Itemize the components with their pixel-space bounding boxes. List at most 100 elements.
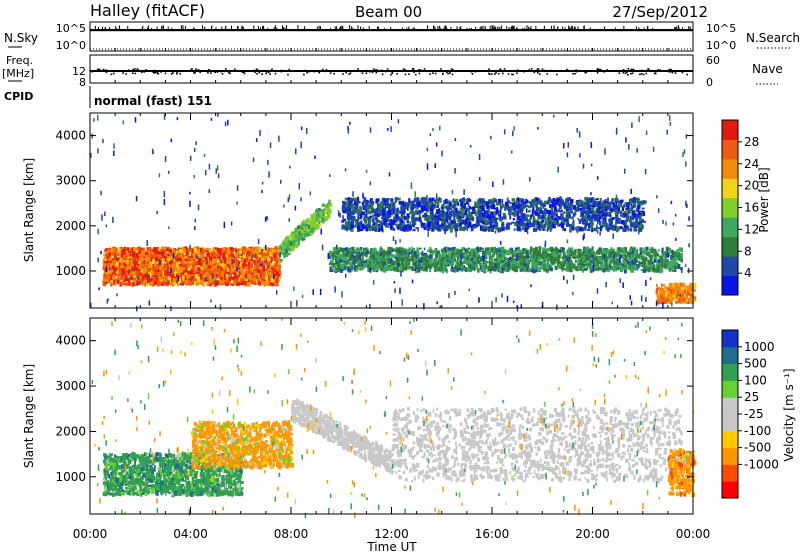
nave-point <box>143 71 146 73</box>
power-cell <box>120 255 124 260</box>
power-cell <box>121 268 124 272</box>
nave-point <box>645 72 648 75</box>
nave-point <box>512 73 514 76</box>
nave-point <box>141 71 143 74</box>
power-cell <box>497 255 501 259</box>
nave-point <box>329 72 332 74</box>
power-cell <box>399 254 403 258</box>
power-cell <box>259 269 264 274</box>
power-cell <box>205 275 210 278</box>
power-cell <box>166 247 169 252</box>
power-cell <box>141 259 145 263</box>
nave-point <box>125 73 127 75</box>
nave-point <box>97 69 99 72</box>
power-cell <box>580 266 583 271</box>
power-cell <box>176 250 179 255</box>
power-cell <box>235 250 239 255</box>
power-cell <box>182 280 185 284</box>
power-cell <box>364 252 368 257</box>
power-cell <box>502 254 505 257</box>
power-cell <box>486 251 489 255</box>
power-cell <box>164 256 167 262</box>
power-cell <box>520 269 524 272</box>
power-cell <box>248 271 251 274</box>
power-cell <box>151 249 155 254</box>
nave-point <box>404 68 406 71</box>
power-cell <box>133 267 137 271</box>
power-cell <box>252 259 255 263</box>
power-cell <box>162 274 165 278</box>
power-cell <box>598 260 601 264</box>
nave-point <box>208 68 210 71</box>
nave-point <box>304 69 306 72</box>
power-cell <box>327 204 331 208</box>
nave-point <box>626 71 628 74</box>
power-cell <box>139 257 143 261</box>
power-cell <box>221 280 224 284</box>
power-cell <box>270 269 274 275</box>
power-cell <box>249 248 254 251</box>
power-cell <box>300 230 303 233</box>
power-cell <box>120 264 124 269</box>
power-cell <box>400 268 404 273</box>
power-cell <box>301 236 305 239</box>
power-cell <box>294 232 298 235</box>
power-cell <box>271 274 274 277</box>
nave-point <box>386 68 389 70</box>
power-cell <box>498 248 501 253</box>
power-cell <box>549 267 553 271</box>
power-cell <box>247 275 252 279</box>
power-cell <box>603 263 606 267</box>
power-cell <box>281 249 286 253</box>
power-cell <box>180 253 183 258</box>
nave-point <box>451 73 454 76</box>
power-cell <box>299 225 303 229</box>
power-cell <box>152 265 155 269</box>
nave-point <box>442 72 444 75</box>
power-cell <box>118 278 121 281</box>
power-cell <box>287 237 290 240</box>
power-cell <box>176 262 179 268</box>
power-cell <box>273 278 276 282</box>
power-cell <box>577 266 581 271</box>
power-cell <box>491 255 495 258</box>
power-cell <box>276 271 280 277</box>
power-cell <box>187 278 191 283</box>
power-cell <box>134 279 138 285</box>
beam-title: Beam 00 <box>355 3 422 21</box>
power-cell <box>163 263 167 267</box>
power-cell <box>435 247 438 251</box>
power-cell <box>162 270 165 275</box>
nave-point <box>253 69 256 72</box>
power-cell <box>176 273 178 278</box>
power-cell <box>610 266 614 271</box>
power-cell <box>249 272 252 275</box>
power-cell <box>103 281 108 285</box>
nave-point <box>630 68 633 71</box>
power-cell <box>240 268 244 274</box>
power-cell <box>294 227 297 231</box>
nave-point <box>296 70 299 72</box>
power-cell <box>157 272 160 276</box>
power-cell <box>340 263 343 268</box>
power-cell <box>414 258 416 263</box>
power-cell <box>381 268 384 273</box>
power-cell <box>249 254 252 258</box>
power-cell <box>254 280 257 284</box>
power-cell <box>277 269 280 273</box>
power-cell <box>174 271 178 277</box>
nave-point <box>156 71 158 73</box>
power-cell <box>221 250 224 254</box>
power-cell <box>360 252 364 257</box>
power-cell <box>297 240 300 245</box>
power-cell <box>392 254 396 259</box>
power-cell <box>469 268 472 272</box>
power-cell <box>515 249 518 255</box>
power-cell <box>297 226 301 231</box>
power-cell <box>401 263 405 268</box>
nave-point <box>95 69 98 72</box>
nave-point <box>385 70 387 73</box>
power-cell <box>143 268 147 273</box>
power-cell <box>164 258 168 262</box>
nave-point <box>596 68 599 71</box>
